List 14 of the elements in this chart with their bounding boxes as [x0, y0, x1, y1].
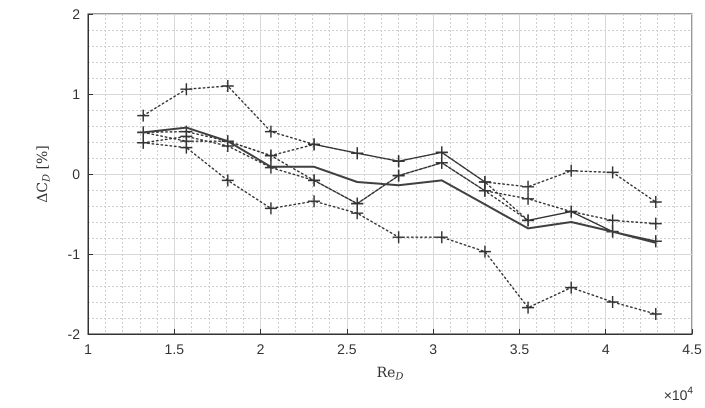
y-tick-label: 0: [72, 166, 80, 182]
x-tick-label: 4.5: [682, 341, 702, 357]
x-tick-label: 1.5: [164, 341, 184, 357]
x-tick-label: 1: [84, 341, 92, 357]
x-tick-label: 3.5: [510, 341, 530, 357]
x-tick-label: 2.5: [337, 341, 357, 357]
x-tick-label: 4: [602, 341, 610, 357]
y-tick-label: -1: [68, 246, 80, 262]
y-tick-label: 2: [72, 6, 80, 22]
y-axis-title: ΔCD [%]: [35, 145, 52, 203]
y-tick-label: 1: [72, 86, 80, 102]
y-tick-label: -2: [68, 326, 80, 342]
x-tick-label: 3: [429, 341, 438, 357]
x-tick-label: 2: [256, 341, 265, 357]
